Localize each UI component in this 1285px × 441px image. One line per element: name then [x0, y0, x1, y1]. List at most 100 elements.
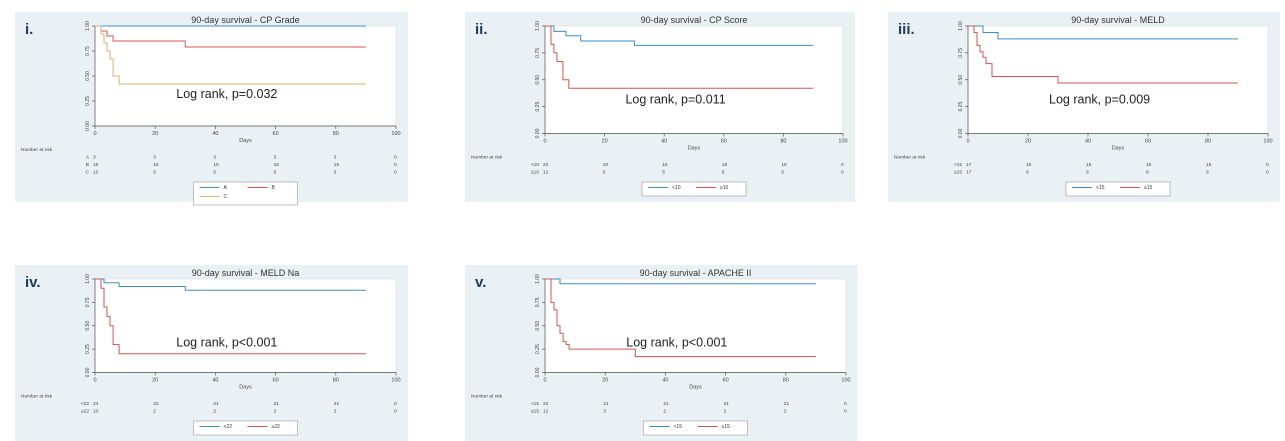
- km-panel-meld: iii. 90-day survival - MELD 0.00 0.25 0.50 0.…: [888, 12, 1280, 202]
- y-tick-label: 0.75: [535, 297, 541, 307]
- risk-count: 0: [844, 409, 847, 415]
- legend-label: ≥15: [722, 424, 731, 430]
- legend-box: [643, 420, 748, 436]
- x-tick-label: 100: [391, 131, 400, 137]
- risk-row-label: <22: [81, 401, 89, 407]
- risk-count: 15: [1026, 162, 1032, 168]
- risk-table-title: Number at risk: [894, 155, 926, 161]
- panel-label: i.: [25, 21, 33, 38]
- legend-label: A: [224, 185, 228, 191]
- risk-count: 3: [603, 409, 606, 415]
- panel-label: v.: [475, 274, 486, 291]
- survival-curve-1: [545, 25, 814, 46]
- risk-count: 8: [1206, 170, 1209, 176]
- risk-count: 17: [966, 170, 972, 176]
- risk-row-label: B: [86, 162, 89, 168]
- log-rank-annotation: Log rank, p<0.001: [626, 335, 727, 349]
- y-tick-label: 0.00: [535, 367, 541, 377]
- plot-area: [544, 278, 847, 373]
- risk-count: 21: [213, 401, 219, 407]
- chart-title: 90-day survival - APACHE II: [640, 268, 752, 278]
- legend-box: [193, 420, 298, 436]
- y-tick-label: 0.00: [958, 128, 964, 138]
- km-panel-apache-ii: v. 90-day survival - APACHE II 0.00 0.25 0.5…: [465, 265, 858, 441]
- km-chart-cp-score: ii. 90-day survival - CP Score 0.00 0.25 0.5…: [465, 12, 855, 202]
- risk-count: 12: [93, 170, 99, 176]
- legend-label: ≥15: [1144, 185, 1153, 191]
- chart-title: 90-day survival - CP Score: [641, 15, 748, 25]
- survival-curve-1: [968, 25, 1238, 40]
- x-tick-label: 40: [212, 378, 218, 384]
- x-tick-label: 40: [662, 378, 668, 384]
- x-tick-label: 60: [723, 378, 729, 384]
- x-tick-label: 80: [1205, 139, 1211, 145]
- risk-count: 15: [1146, 162, 1152, 168]
- risk-count: 21: [274, 401, 280, 407]
- survival-curve-3: [95, 25, 366, 85]
- x-tick-label: 80: [783, 378, 789, 384]
- survival-curve-2: [545, 25, 814, 89]
- risk-count: 8: [1086, 170, 1089, 176]
- risk-count: 2: [334, 409, 337, 415]
- risk-count: 3: [213, 155, 216, 161]
- x-tick-label: 60: [1145, 139, 1151, 145]
- risk-count: 22: [153, 401, 159, 407]
- x-tick-label: 0: [93, 131, 96, 137]
- panel-label: ii.: [475, 21, 488, 38]
- risk-count: 15: [213, 162, 219, 168]
- log-rank-annotation: Log rank, p=0.011: [625, 92, 725, 106]
- panel-label: iv.: [25, 274, 41, 291]
- x-tick-label: 40: [1085, 139, 1091, 145]
- x-axis-title: Days: [688, 146, 701, 152]
- risk-count: 5: [722, 170, 725, 176]
- legend-label: C: [224, 194, 228, 200]
- risk-count: 21: [724, 401, 730, 407]
- y-tick-label: 0.50: [85, 321, 91, 331]
- legend-label: B: [272, 185, 276, 191]
- risk-count: 0: [1266, 170, 1269, 176]
- x-axis-title: Days: [689, 385, 702, 391]
- risk-count: 5: [153, 170, 156, 176]
- risk-count: 0: [841, 162, 844, 168]
- survival-curve-1: [545, 278, 816, 285]
- survival-curve-2: [95, 278, 366, 355]
- y-tick-label: 0.50: [958, 75, 964, 85]
- risk-count: 0: [394, 170, 397, 176]
- risk-count: 22: [543, 401, 549, 407]
- risk-table-title: Number at risk: [21, 147, 53, 153]
- x-tick-label: 80: [333, 131, 339, 137]
- risk-count: 21: [334, 401, 340, 407]
- risk-count: 24: [93, 401, 99, 407]
- risk-count: 5: [662, 170, 665, 176]
- risk-count: 0: [394, 409, 397, 415]
- y-tick-label: 1.00: [535, 21, 541, 31]
- risk-count: 3: [334, 155, 337, 161]
- y-tick-label: 0.25: [535, 102, 541, 112]
- risk-count: 15: [274, 162, 280, 168]
- plot-area: [967, 25, 1269, 134]
- y-tick-label: 0.50: [535, 75, 541, 85]
- legend-box: [193, 181, 298, 206]
- x-tick-label: 0: [543, 378, 546, 384]
- x-tick-label: 100: [1263, 139, 1272, 145]
- risk-count: 10: [93, 409, 99, 415]
- y-tick-label: 0.00: [85, 367, 91, 377]
- risk-row-label: <15: [531, 401, 539, 407]
- legend-label: <15: [674, 424, 683, 430]
- x-tick-label: 100: [841, 378, 850, 384]
- chart-title: 90-day survival - CP Grade: [191, 15, 299, 25]
- risk-count: 19: [93, 162, 99, 168]
- y-tick-label: 0.50: [85, 71, 91, 81]
- x-tick-label: 100: [391, 378, 400, 384]
- risk-row-label: C: [86, 170, 90, 176]
- x-tick-label: 20: [152, 131, 158, 137]
- log-rank-annotation: Log rank, p=0.009: [1049, 92, 1150, 106]
- risk-count: 2: [153, 409, 156, 415]
- y-tick-label: 0.75: [85, 46, 91, 56]
- risk-count: 2: [784, 409, 787, 415]
- risk-count: 3: [153, 155, 156, 161]
- y-tick-label: 0.75: [958, 48, 964, 58]
- risk-count: 2: [724, 409, 727, 415]
- risk-count: 5: [334, 170, 337, 176]
- x-tick-label: 20: [602, 139, 608, 145]
